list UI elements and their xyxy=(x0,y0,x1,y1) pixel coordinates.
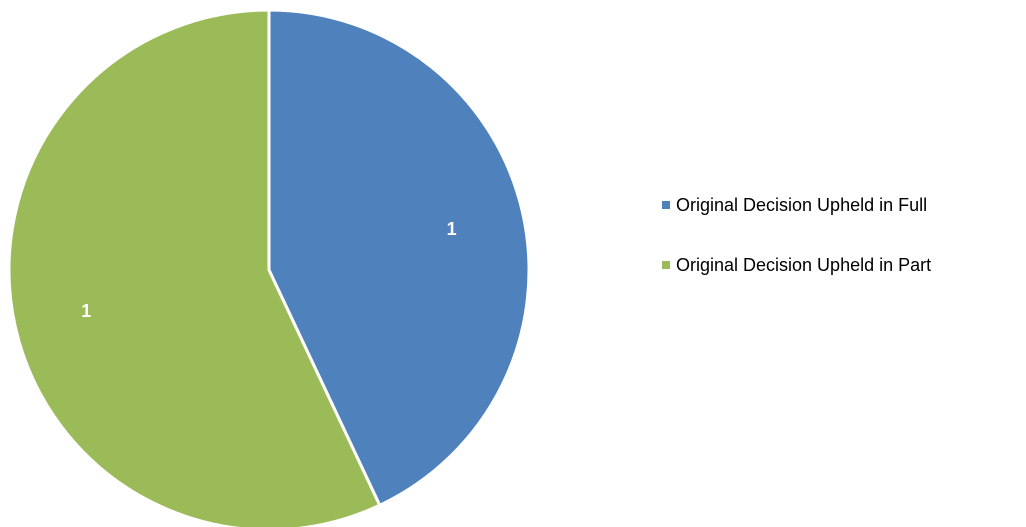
pie-slices xyxy=(7,8,531,527)
legend-item-2: Original Decision Upheld in Part xyxy=(662,253,931,277)
legend-label: Original Decision Upheld in Part xyxy=(676,254,932,275)
legend-item-1: Original Decision Upheld in Full xyxy=(662,193,931,217)
data-label-2: 1 xyxy=(81,301,91,321)
data-label-1: 1 xyxy=(447,219,457,239)
pie-plot: 11 xyxy=(7,8,531,527)
legend-swatch xyxy=(662,201,670,209)
pie-slice-1 xyxy=(267,8,531,507)
pie-data-labels: 11 xyxy=(81,219,456,321)
legend-swatch xyxy=(662,261,670,269)
legend-label: Original Decision Upheld in Full xyxy=(676,194,928,215)
pie-slice-2 xyxy=(7,8,382,527)
legend: Original Decision Upheld in Full Original… xyxy=(662,193,931,313)
